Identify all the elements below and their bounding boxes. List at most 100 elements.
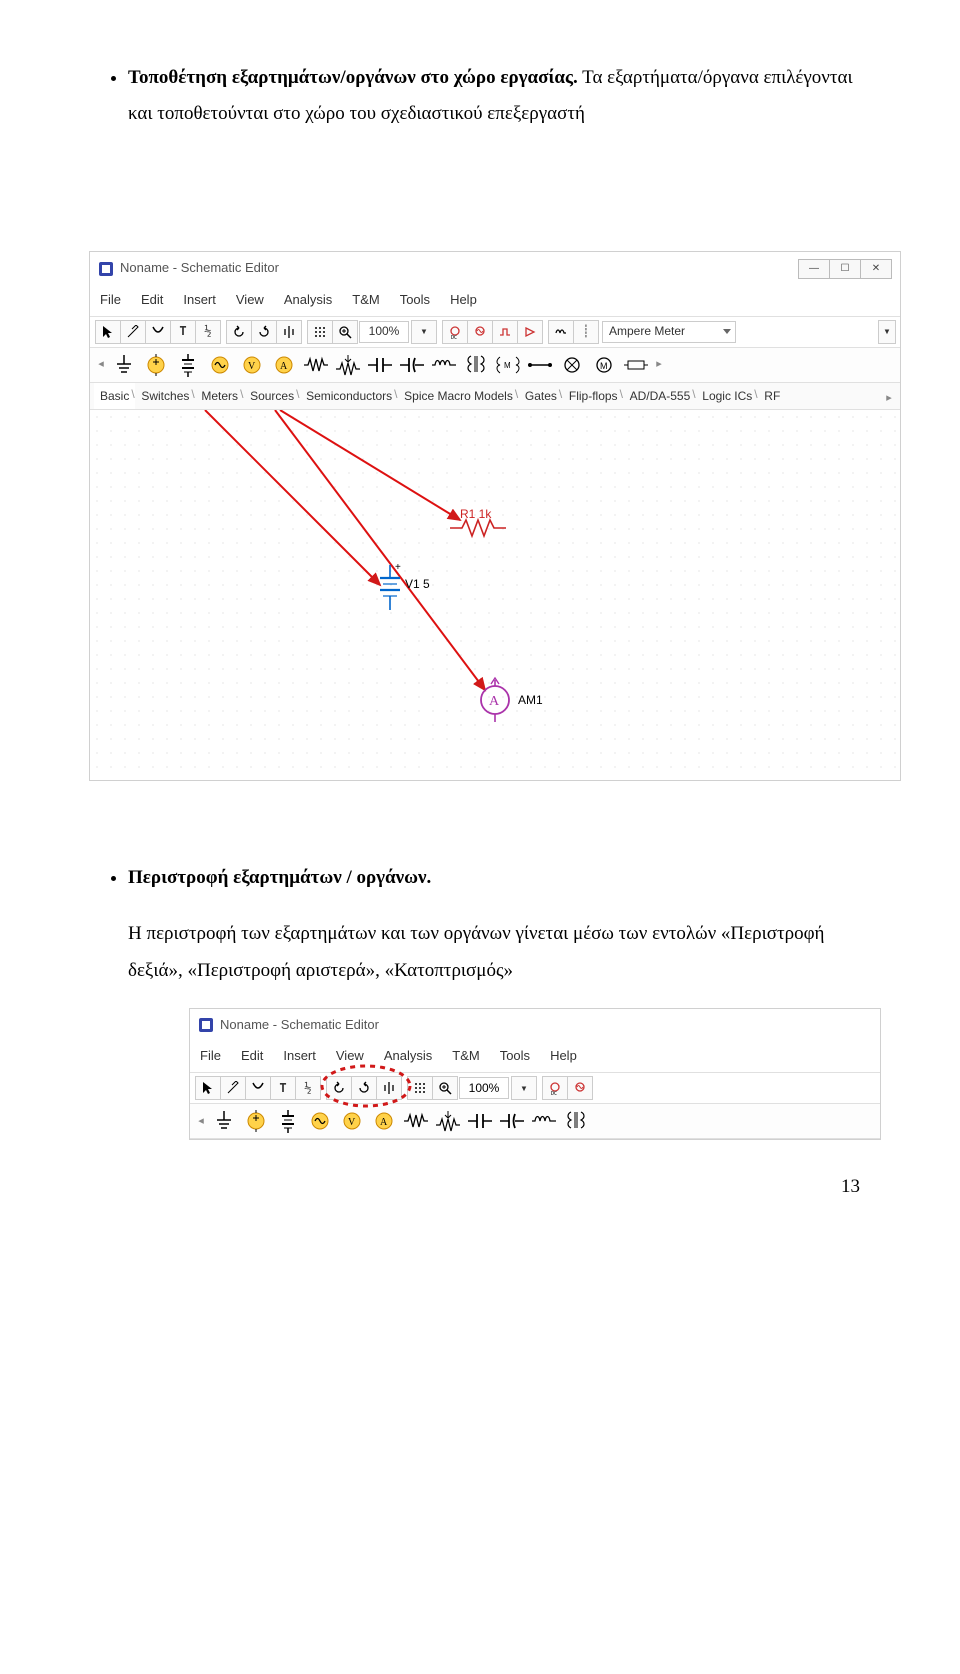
wire-tool-icon-2[interactable] [245,1076,271,1100]
zoom-icon[interactable] [332,320,358,344]
palette-scroll-left-icon-2[interactable]: ◂ [194,1111,208,1132]
rotate-right-icon-2[interactable] [351,1076,377,1100]
menu-analysis[interactable]: Analysis [284,288,332,313]
grid-icon[interactable] [307,320,333,344]
divider-icon[interactable]: ┊ [573,320,599,344]
zoom-level[interactable]: 100% [359,321,409,343]
placed-resistor[interactable]: R1 1k [450,507,506,536]
ground-icon[interactable] [108,350,140,380]
tab-adda[interactable]: AD/DA-555 [624,383,697,410]
toolbar-overflow-icon[interactable]: ▾ [878,320,896,344]
lamp-icon[interactable] [556,350,588,380]
schematic-canvas[interactable]: R1 1k V1 5 + A AM1 [90,410,900,780]
probe-tool-icon-2[interactable] [220,1076,246,1100]
rotate-left-icon[interactable] [226,320,252,344]
dc-source-quick-icon[interactable]: DC [442,320,468,344]
menu-tm-2[interactable]: T&M [452,1044,479,1069]
component-combo[interactable]: Ampere Meter [602,321,736,343]
motor-icon[interactable]: M [588,350,620,380]
ac-voltage-source-icon-2[interactable] [304,1106,336,1136]
ground-icon-2[interactable] [208,1106,240,1136]
ac-source-quick-icon[interactable] [467,320,493,344]
tab-semiconductors[interactable]: Semiconductors [300,383,398,410]
menu-edit-2[interactable]: Edit [241,1044,263,1069]
potentiometer-icon-2[interactable] [432,1106,464,1136]
tab-basic[interactable]: Basic [94,383,135,410]
menu-file[interactable]: File [100,288,121,313]
menu-view-2[interactable]: View [336,1044,364,1069]
ac-source-quick-icon-2[interactable] [567,1076,593,1100]
polar-capacitor-icon-2[interactable] [496,1106,528,1136]
jumper-icon[interactable] [524,350,556,380]
mirror-icon[interactable] [276,320,302,344]
resistor-icon-2[interactable] [400,1106,432,1136]
resistor-icon[interactable] [300,350,332,380]
zoom-icon-2[interactable] [432,1076,458,1100]
inductor-icon[interactable] [428,350,460,380]
label-tool-icon[interactable]: ½ [195,320,221,344]
tab-gates[interactable]: Gates [519,383,563,410]
mirror-icon-2[interactable] [376,1076,402,1100]
cursor-tool-icon[interactable] [95,320,121,344]
potentiometer-icon[interactable] [332,350,364,380]
dc-voltage-source-icon-2[interactable] [240,1106,272,1136]
tab-spice[interactable]: Spice Macro Models [398,383,519,410]
placed-ammeter[interactable]: A AM1 [481,678,543,722]
text-tool-icon-2[interactable]: T [270,1076,296,1100]
gain-quick-icon[interactable] [517,320,543,344]
maximize-button[interactable]: ☐ [829,259,861,279]
battery-icon[interactable] [172,350,204,380]
minimize-button[interactable]: — [798,259,830,279]
menu-analysis-2[interactable]: Analysis [384,1044,432,1069]
menu-insert-2[interactable]: Insert [283,1044,316,1069]
menu-file-2[interactable]: File [200,1044,221,1069]
inductor-quick-icon[interactable] [548,320,574,344]
voltmeter-icon-2[interactable]: V [336,1106,368,1136]
palette-scroll-right-icon[interactable]: ▸ [652,354,666,375]
close-button[interactable]: ✕ [860,259,892,279]
menu-insert[interactable]: Insert [183,288,216,313]
palette-scroll-left-icon[interactable]: ◂ [94,354,108,375]
menu-help-2[interactable]: Help [550,1044,577,1069]
wire-tool-icon[interactable] [145,320,171,344]
tab-rf[interactable]: RF [758,383,786,410]
rotate-left-icon-2[interactable] [326,1076,352,1100]
zoom-arrow-icon-2[interactable]: ▾ [511,1076,537,1100]
ammeter-palette-icon-2[interactable]: A [368,1106,400,1136]
coupled-inductor-icon[interactable]: M [492,350,524,380]
tab-logic-ics[interactable]: Logic ICs [696,383,758,410]
tab-switches[interactable]: Switches [135,383,195,410]
polar-capacitor-icon[interactable] [396,350,428,380]
zoom-arrow-icon[interactable]: ▾ [411,320,437,344]
tab-meters[interactable]: Meters [195,383,244,410]
ammeter-palette-icon[interactable]: A [268,350,300,380]
pulse-quick-icon[interactable] [492,320,518,344]
capacitor-icon-2[interactable] [464,1106,496,1136]
menu-tools-2[interactable]: Tools [500,1044,530,1069]
dc-voltage-source-icon[interactable] [140,350,172,380]
transformer-icon[interactable] [460,350,492,380]
tabs-scroll-icon[interactable]: ▸ [882,388,896,409]
capacitor-icon[interactable] [364,350,396,380]
fuse-icon[interactable] [620,350,652,380]
cursor-tool-icon-2[interactable] [195,1076,221,1100]
ac-voltage-source-icon[interactable] [204,350,236,380]
zoom-level-2[interactable]: 100% [459,1077,509,1099]
menu-tm[interactable]: T&M [352,288,379,313]
menu-view[interactable]: View [236,288,264,313]
menu-help[interactable]: Help [450,288,477,313]
tab-sources[interactable]: Sources [244,383,300,410]
voltmeter-icon[interactable]: V [236,350,268,380]
probe-tool-icon[interactable] [120,320,146,344]
inductor-icon-2[interactable] [528,1106,560,1136]
dc-source-quick-icon-2[interactable]: DC [542,1076,568,1100]
text-tool-icon[interactable]: T [170,320,196,344]
battery-icon-2[interactable] [272,1106,304,1136]
rotate-right-icon[interactable] [251,320,277,344]
placed-voltage-source[interactable]: V1 5 + [380,562,430,610]
label-tool-icon-2[interactable]: ½ [295,1076,321,1100]
menu-tools[interactable]: Tools [400,288,430,313]
transformer-icon-2[interactable] [560,1106,592,1136]
grid-icon-2[interactable] [407,1076,433,1100]
menu-edit[interactable]: Edit [141,288,163,313]
